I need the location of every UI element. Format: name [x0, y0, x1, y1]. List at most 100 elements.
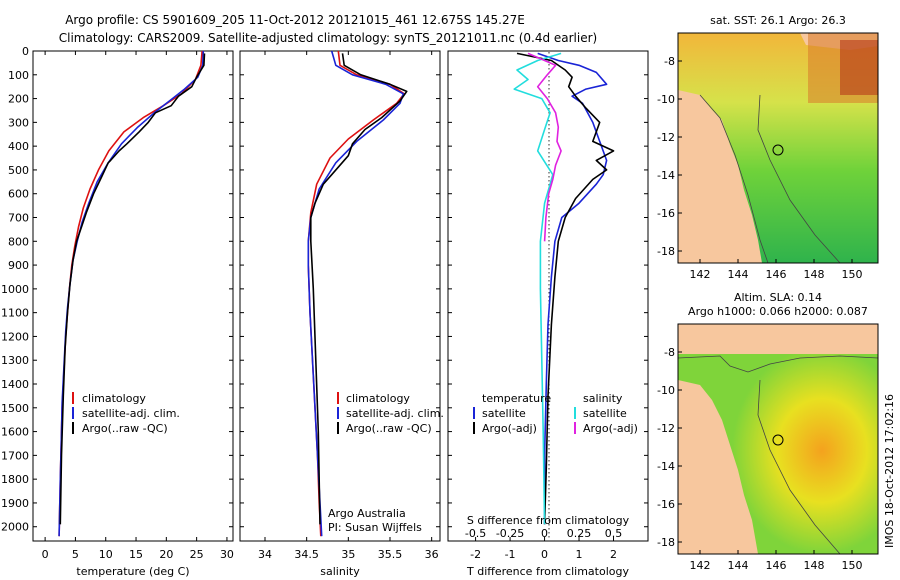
profile-line-climatology	[307, 50, 406, 537]
sla-map-frame	[677, 323, 879, 555]
profile-line-climatology	[58, 50, 203, 537]
lon-tick-label: 146	[766, 268, 787, 281]
profile-line-argo-raw-qc	[309, 53, 408, 525]
profile-line-temperature-argo-adj	[516, 52, 615, 525]
depth-tick-label: 300	[8, 116, 29, 129]
salinity-panel: 34 34.5 35 35.5 36 salinity climatology sate…	[239, 50, 444, 578]
sst-map-title: sat. SST: 26.1 Argo: 26.3	[710, 14, 846, 27]
legend-satellite-label: satellite-adj. clim.	[346, 407, 444, 420]
sst-map: sat. SST: 26.1 Argo: 26.3 142 144 146 148 15…	[657, 14, 879, 281]
profile-line-salinity-satellite	[513, 52, 562, 525]
lon-tick-label: 150	[842, 559, 863, 572]
difference-depth-ticks	[448, 50, 648, 528]
depth-tick-label: 2000	[1, 521, 29, 534]
legend-t-satellite-label: satellite	[482, 407, 526, 420]
lon-tick-label: 148	[804, 268, 825, 281]
temperature-legend: climatology satellite-adj. clim. Argo(..…	[72, 392, 180, 435]
lat-tick-label: -16	[657, 207, 675, 220]
sla-shelf-contour	[757, 379, 841, 555]
profile-line-temperature-satellite	[537, 52, 608, 525]
figure-title-line-1: Argo profile: CS 5901609_205 11-Oct-2012…	[65, 13, 525, 27]
depth-tick-label: 1600	[1, 426, 29, 439]
depth-tick-label: 800	[8, 235, 29, 248]
x-tick-label: 30	[220, 548, 234, 561]
x-tick-label: 20	[159, 548, 173, 561]
lat-tick-label: -10	[657, 93, 675, 106]
t-tick-label: -1	[505, 548, 516, 561]
depth-tick-label: 1800	[1, 473, 29, 486]
t-tick-label: 0	[541, 548, 548, 561]
depth-tick-label: 1300	[1, 354, 29, 367]
lat-tick-label: -14	[657, 460, 675, 473]
depth-tick-label: 900	[8, 259, 29, 272]
x-tick-label: 34.5	[294, 548, 319, 561]
x-tick-label: 35	[341, 548, 355, 561]
lon-tick-label: 146	[766, 559, 787, 572]
argo-float-marker-sla	[772, 434, 784, 446]
sla-map-ticks: 142 144 146 148 150 -8 -10 -12 -14 -16 -18	[657, 346, 862, 572]
sla-coast-contour	[677, 355, 879, 373]
salinity-depth-ticks	[240, 50, 440, 528]
depth-tick-label: 400	[8, 140, 29, 153]
lat-tick-label: -14	[657, 169, 675, 182]
x-tick-label: 10	[99, 548, 113, 561]
imos-footer-stamp: IMOS 18-Oct-2012 17:02:16	[883, 394, 896, 548]
x-tick-label: 36	[425, 548, 439, 561]
temperature-axis-label: temperature (deg C)	[76, 565, 189, 578]
sla-title-line-1: Altim. SLA: 0.14	[734, 291, 822, 304]
s-tick-label: 0.25	[567, 527, 592, 540]
legend-climatology-label: climatology	[346, 392, 410, 405]
legend-s-argo-label: Argo(-adj)	[583, 422, 638, 435]
sst-map-ticks: 142 144 146 148 150 -8 -10 -12 -14 -16 -18	[657, 55, 862, 281]
lat-tick-label: -8	[664, 346, 675, 359]
depth-tick-label: 1500	[1, 402, 29, 415]
x-tick-label: 25	[190, 548, 204, 561]
x-tick-label: 34	[258, 548, 272, 561]
legend-satellite-label: satellite-adj. clim.	[82, 407, 180, 420]
t-tick-label: 2	[610, 548, 617, 561]
t-difference-label: T difference from climatology	[466, 565, 629, 578]
depth-tick-label: 500	[8, 164, 29, 177]
pi-text: PI: Susan Wijffels	[328, 521, 422, 534]
legend-climatology-label: climatology	[82, 392, 146, 405]
lat-tick-label: -18	[657, 245, 675, 258]
depth-tick-label: 600	[8, 188, 29, 201]
lat-tick-label: -8	[664, 55, 675, 68]
lat-tick-label: -10	[657, 384, 675, 397]
legend-argo-label: Argo(..raw -QC)	[346, 422, 432, 435]
sla-title-line-2: Argo h1000: 0.066 h2000: 0.087	[688, 305, 868, 318]
legend-s-satellite-label: satellite	[583, 407, 627, 420]
temperature-axis-ticks: 0 5 10 15 20 25 30	[42, 51, 234, 561]
lat-tick-label: -12	[657, 422, 675, 435]
cape-york-land	[678, 90, 762, 263]
lat-tick-label: -18	[657, 536, 675, 549]
profile-line-satellite-adj-clim	[307, 50, 405, 537]
depth-tick-label: 700	[8, 212, 29, 225]
lon-tick-label: 150	[842, 268, 863, 281]
s-tick-label: -0.5	[465, 527, 486, 540]
lon-tick-label: 144	[728, 268, 749, 281]
s-tick-label: 0	[541, 527, 548, 540]
figure-title-line-2: Climatology: CARS2009. Satellite-adjuste…	[59, 31, 597, 45]
x-tick-label: 5	[72, 548, 79, 561]
lon-tick-label: 142	[690, 268, 711, 281]
lat-tick-label: -12	[657, 131, 675, 144]
depth-tick-label: 0	[22, 45, 29, 58]
depth-tick-label: 200	[8, 93, 29, 106]
shelf-contour	[757, 94, 841, 264]
x-tick-label: 0	[42, 548, 49, 561]
x-tick-label: 35.5	[378, 548, 403, 561]
sla-map: Altim. SLA: 0.14 Argo h1000: 0.066 h2000…	[657, 291, 879, 572]
difference-panel: -2 -1 0 1 2 -0.5 -0.25 0 0.25 0.5 S difference fr…	[447, 50, 649, 578]
t-tick-label: -2	[470, 548, 481, 561]
argo-float-marker	[772, 144, 784, 156]
depth-tick-label: 1900	[1, 497, 29, 510]
legend-temperature-header: temperature	[482, 392, 551, 405]
legend-salinity-header: salinity	[583, 392, 623, 405]
sst-hot-patch	[840, 40, 878, 95]
s-tick-label: 0.5	[605, 527, 623, 540]
difference-axes-frame	[447, 50, 649, 542]
difference-axis-ticks: -2 -1 0 1 2 -0.5 -0.25 0 0.25 0.5	[465, 527, 622, 561]
temperature-panel: 0100200300400500600700800900100011001200…	[1, 45, 234, 578]
depth-tick-label: 1400	[1, 378, 29, 391]
